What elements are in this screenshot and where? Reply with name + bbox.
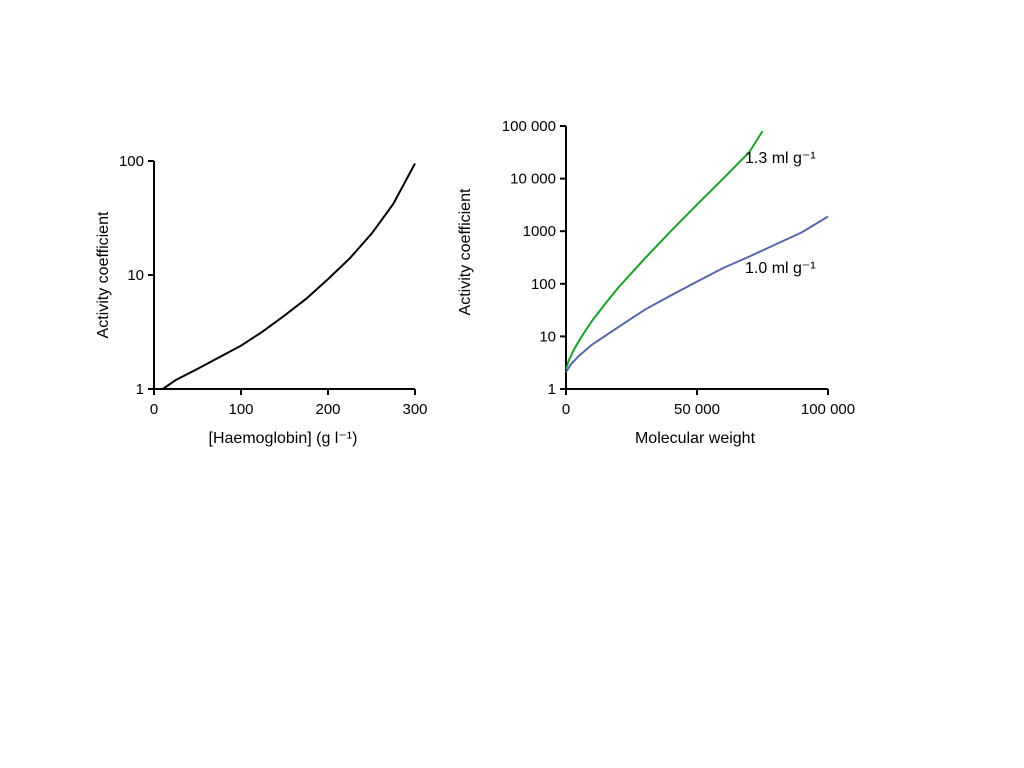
- molecular-weight-chart: 0 50 000 100 000 1 10 100 1000 10 000 100 000 1.…: [457, 118, 855, 447]
- curve-1-0-ml-g: [565, 215, 829, 373]
- x-tick-label: 300: [402, 401, 427, 418]
- y-tick-label: 100 000: [502, 118, 556, 135]
- x-tick-label: 0: [150, 401, 158, 418]
- haemoglobin-chart: 0 100 200 300 1 10 100 Activity coefficient [H…: [95, 153, 428, 447]
- x-axis-title: Molecular weight: [635, 430, 756, 447]
- label-1-3-ml-g: 1.3 ml g⁻¹: [745, 150, 816, 167]
- label-1-0-ml-g: 1.0 ml g⁻¹: [745, 260, 816, 277]
- curve-1-3-ml-g: [565, 130, 764, 370]
- y-tick-label: 10 000: [510, 171, 556, 188]
- y-tick-label: 1: [136, 381, 144, 398]
- y-axis-title: Activity coefficient: [95, 211, 112, 338]
- activity-curve: [162, 163, 416, 390]
- y-tick-label: 10: [127, 267, 144, 284]
- x-tick-label: 50 000: [674, 401, 720, 418]
- x-tick-label: 200: [315, 401, 340, 418]
- y-axis-title: Activity coefficient: [457, 188, 474, 315]
- x-axis-title: [Haemoglobin] (g l⁻¹): [209, 430, 358, 447]
- x-tick-label: 100: [228, 401, 253, 418]
- x-tick-label: 100 000: [801, 401, 855, 418]
- y-tick-label: 10: [539, 328, 556, 345]
- x-tick-label: 0: [562, 401, 570, 418]
- y-tick-label: 1000: [523, 223, 556, 240]
- y-tick-label: 100: [531, 276, 556, 293]
- y-tick-label: 1: [548, 381, 556, 398]
- y-tick-label: 100: [119, 153, 144, 170]
